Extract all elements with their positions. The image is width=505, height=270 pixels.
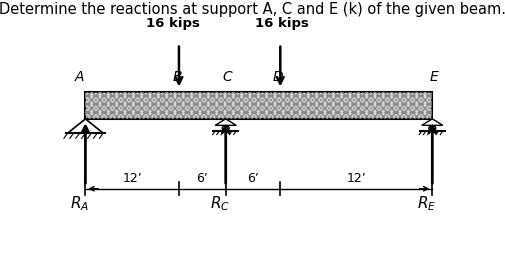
Text: 12’: 12’: [122, 172, 142, 185]
Bar: [85, 92, 431, 119]
Text: D: D: [273, 70, 283, 84]
Polygon shape: [215, 119, 236, 125]
Circle shape: [428, 126, 435, 131]
Text: $R_C$: $R_C$: [210, 194, 229, 213]
Polygon shape: [68, 119, 103, 133]
Bar: [85, 92, 431, 119]
Text: A: A: [75, 70, 84, 84]
Text: B: B: [172, 70, 181, 84]
Text: 12’: 12’: [346, 172, 366, 185]
Text: E: E: [429, 70, 438, 84]
Text: 6’: 6’: [196, 172, 208, 185]
Text: 6’: 6’: [246, 172, 259, 185]
Text: $R_A$: $R_A$: [70, 194, 89, 213]
Text: Determine the reactions at support A, C and E (k) of the given beam.: Determine the reactions at support A, C …: [0, 2, 505, 17]
Bar: [85, 92, 431, 119]
Text: 16 kips: 16 kips: [145, 17, 199, 30]
Text: 16 kips: 16 kips: [255, 17, 308, 30]
Text: C: C: [222, 70, 232, 84]
Polygon shape: [421, 119, 442, 125]
Text: $R_E$: $R_E$: [416, 194, 435, 213]
Circle shape: [222, 126, 229, 131]
